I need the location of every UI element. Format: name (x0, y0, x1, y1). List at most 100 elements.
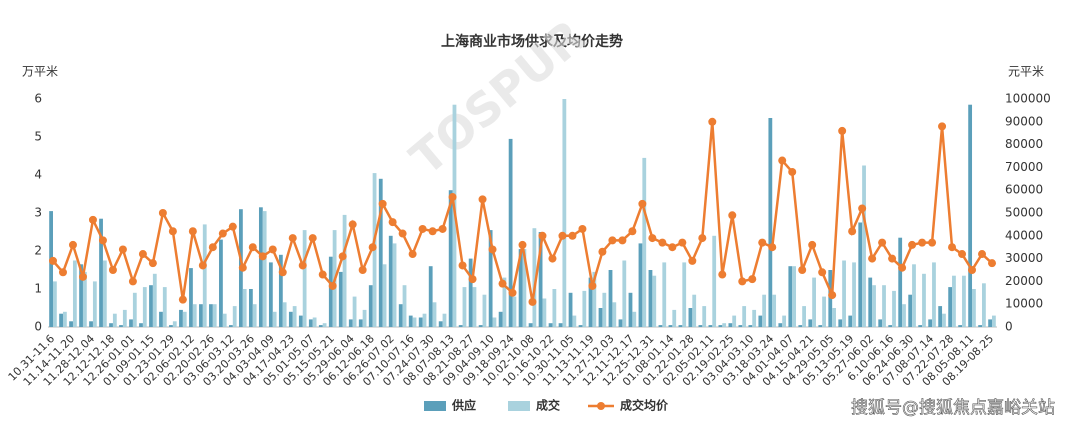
bar (92, 281, 97, 327)
line-point (868, 254, 877, 263)
line-point (408, 250, 417, 259)
bar (502, 277, 507, 327)
bar (102, 260, 107, 327)
bar (189, 268, 193, 327)
bar (438, 321, 443, 327)
bar (922, 273, 926, 327)
bar (752, 309, 757, 327)
bar (508, 138, 513, 327)
bar (392, 243, 397, 327)
bar (558, 323, 563, 327)
line-point (778, 156, 787, 165)
bar (212, 304, 217, 327)
bar (428, 266, 433, 327)
bar (308, 319, 313, 327)
bar (742, 306, 747, 327)
bar (398, 304, 403, 327)
bar (402, 285, 407, 327)
line-point (928, 238, 937, 247)
line-point (308, 234, 317, 243)
bar (442, 313, 447, 327)
footer-watermark: 搜狐号@搜狐焦点嘉峪关站 (851, 398, 1055, 418)
bar (868, 277, 873, 327)
line-point (378, 199, 387, 208)
y-tick-label: 0 (34, 320, 42, 334)
line-point (578, 224, 587, 233)
bar (462, 287, 467, 327)
bar (678, 325, 683, 327)
line-point (248, 243, 257, 252)
line-point (588, 281, 597, 290)
line-point (688, 256, 697, 265)
bar (538, 232, 543, 327)
bar (69, 321, 73, 327)
bar (902, 304, 906, 327)
bar (139, 323, 143, 327)
bar (172, 321, 177, 327)
bar (748, 325, 753, 327)
line-point (498, 279, 507, 288)
bar (222, 313, 227, 327)
bar (642, 157, 647, 327)
bar (818, 325, 823, 327)
bar (288, 311, 293, 327)
bar (132, 292, 137, 327)
line-point (888, 254, 897, 263)
bar (358, 319, 363, 327)
bar (952, 275, 956, 327)
bar (658, 325, 663, 327)
bar (872, 285, 876, 327)
line-point (228, 222, 237, 231)
line-point (608, 236, 617, 245)
bar (918, 325, 923, 327)
line-point (358, 266, 367, 274)
line-point (108, 266, 117, 274)
y-tick-label: 3 (34, 206, 42, 220)
bar (182, 311, 187, 327)
bar (848, 315, 853, 327)
line-point (188, 227, 197, 236)
line-point (958, 250, 967, 259)
y2-tick-label: 40000 (1005, 228, 1043, 242)
line-point (208, 243, 217, 252)
bar (562, 99, 567, 327)
line-point (538, 231, 547, 240)
bar (498, 311, 503, 327)
bar (838, 319, 843, 327)
bar (552, 289, 557, 327)
bar (342, 214, 347, 327)
bar (628, 292, 633, 327)
bar (878, 319, 883, 327)
line-point (968, 266, 977, 274)
bar (618, 319, 623, 327)
line-point (118, 245, 127, 254)
bar (109, 323, 113, 327)
y-tick-label: 5 (34, 130, 42, 144)
bar (758, 315, 763, 327)
bar (722, 323, 727, 327)
line-point (198, 261, 207, 270)
line-point (918, 238, 927, 247)
bar (472, 287, 477, 327)
line-point (488, 245, 497, 254)
line-point (78, 272, 87, 281)
line-point (468, 275, 477, 284)
bar (448, 190, 453, 327)
bar (662, 262, 667, 327)
bar (219, 239, 223, 327)
bar (888, 325, 893, 327)
line-point (878, 238, 887, 247)
line-point (938, 122, 947, 131)
line-point (788, 167, 797, 176)
line-point (138, 250, 147, 259)
bar (578, 325, 583, 327)
bar (162, 287, 167, 327)
line-point (148, 259, 157, 268)
line-point (728, 211, 737, 220)
line-point (438, 224, 447, 233)
line-point (48, 256, 57, 265)
bar (792, 266, 797, 327)
bar (518, 249, 523, 327)
bar (898, 237, 903, 327)
bar (962, 275, 966, 327)
